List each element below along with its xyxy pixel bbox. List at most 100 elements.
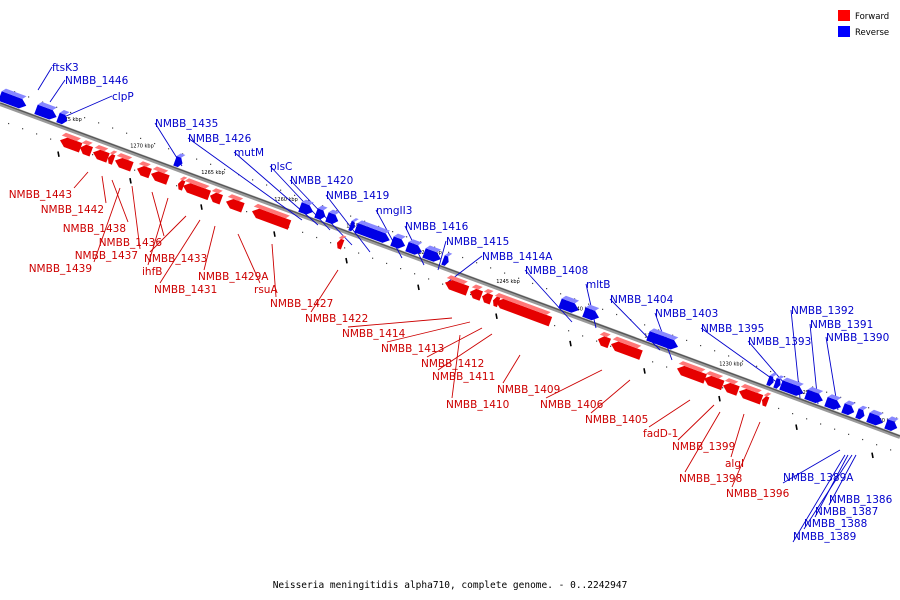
gene-label-NMBB_1414: NMBB_1414 — [342, 328, 406, 340]
forward-gene-NMBB_1414 — [445, 275, 470, 296]
forward-gene-NMBB_1412 — [482, 288, 494, 305]
gene-label-NMBB_1395: NMBB_1395 — [701, 323, 764, 335]
gene-label-mutM: mutM — [234, 147, 264, 159]
forward-gene-NMBB_1443 — [60, 132, 83, 153]
gene-label-NMBB_1415: NMBB_1415 — [446, 236, 509, 248]
gene-features — [0, 88, 899, 432]
leader-line — [730, 413, 745, 458]
reverse-gene-NMBB_1435 — [173, 153, 186, 168]
leader-line — [782, 449, 841, 484]
leader-line — [648, 399, 691, 428]
gene-label-NMBB_1416: NMBB_1416 — [405, 221, 469, 233]
gene-label-NMBB_1404: NMBB_1404 — [610, 294, 674, 306]
gene-label-NMBB_1420: NMBB_1420 — [290, 175, 353, 187]
forward-gene-NMBB_1433 — [178, 176, 188, 191]
forward-gene-NMBB_1406 — [598, 331, 611, 349]
gene-label-NMBB_1393: NMBB_1393 — [748, 336, 811, 348]
forward-gene-algI — [723, 378, 740, 396]
kbp-tick-label: 1230 kbp — [719, 361, 743, 367]
tick-mark — [417, 284, 420, 291]
reverse-gene-NMBB_1390 — [841, 400, 856, 416]
reverse-gene-NMBB_1404 — [646, 328, 679, 350]
leader-line — [437, 240, 447, 271]
gene-label-NMBB_1414A: NMBB_1414A — [482, 251, 553, 263]
gene-label-NMBB_1396: NMBB_1396 — [726, 488, 790, 500]
forward-gene-NMBB_1429A — [210, 188, 223, 205]
reverse-gene-NMBB_1415 — [422, 245, 442, 262]
gene-label-NMBB_1422: NMBB_1422 — [305, 313, 368, 325]
gene-label-NMBB_1389A: NMBB_1389A — [783, 472, 854, 484]
reverse-gene-NMBB_1387 — [884, 416, 899, 432]
leader-line — [524, 269, 573, 323]
forward-gene-NMBB_1405 — [611, 336, 643, 360]
tick-mark — [871, 452, 874, 459]
forward-gene-NMBB_1396 — [762, 392, 772, 407]
gene-label-algI: algI — [725, 458, 744, 470]
genome-axis — [0, 102, 900, 439]
reverse-gene-NMBB_1408 — [558, 295, 580, 313]
gene-label-NMBB_1439: NMBB_1439 — [29, 263, 92, 275]
gene-label-NMBB_1436: NMBB_1436 — [99, 237, 163, 249]
leader-line — [325, 194, 371, 253]
gene-label-NMBB_1403: NMBB_1403 — [655, 308, 718, 320]
forward-gene-NMBB_1398 — [739, 384, 764, 405]
reverse-gene-clpP — [56, 110, 70, 125]
leader-line — [828, 454, 857, 506]
gene-label-NMBB_1433: NMBB_1433 — [144, 253, 207, 265]
gene-label-NMBB_1411: NMBB_1411 — [432, 371, 495, 383]
leader-line — [731, 421, 761, 488]
gene-label-NMBB_1427: NMBB_1427 — [270, 298, 333, 310]
reverse-gene-NMBB_1426 — [298, 199, 314, 215]
leader-line — [426, 327, 483, 358]
gene-label-NMBB_1437: NMBB_1437 — [75, 250, 138, 262]
leader-line — [63, 95, 113, 118]
gene-label-NMBB_1405: NMBB_1405 — [585, 414, 648, 426]
tick-mark — [643, 368, 646, 374]
leader-line — [375, 209, 403, 259]
gene-label-NMBB_1413: NMBB_1413 — [381, 343, 444, 355]
tick-mark — [273, 231, 276, 237]
reverse-gene-NMBB_1395 — [773, 375, 785, 389]
gene-label-NMBB_1429A: NMBB_1429A — [198, 271, 269, 283]
leader-line — [187, 137, 303, 221]
tick-mark — [718, 395, 721, 402]
forward-gene-NMBB_1399 — [704, 371, 725, 391]
reverse-gene-nmgII3 — [390, 233, 406, 249]
gene-label-NMBB_1386: NMBB_1386 — [829, 494, 893, 506]
leader-line — [159, 219, 201, 284]
leader-line — [792, 454, 846, 543]
gene-label-NMBB_1390: NMBB_1390 — [826, 332, 889, 344]
gene-label-NMBB_1443: NMBB_1443 — [9, 189, 72, 201]
reverse-gene-plsC — [325, 209, 340, 225]
leader-line — [101, 175, 107, 204]
tick-mark — [200, 204, 203, 210]
leader-line — [502, 354, 521, 384]
reverse-gene-NMBB_1391 — [824, 394, 842, 410]
forward-gene-NMBB_1427 — [252, 203, 292, 230]
forward-gene-NMBB_1413 — [470, 284, 483, 301]
leader-line — [310, 269, 339, 313]
reverse-gene-NMBB_1392 — [804, 386, 824, 404]
gene-label-NMBB_1392: NMBB_1392 — [791, 305, 854, 317]
leader-line — [684, 411, 721, 473]
reverse-gene-NMBB_1416 — [405, 239, 423, 255]
gene-label-NMBB_1389: NMBB_1389 — [793, 531, 856, 543]
gene-label-fadD-1: fadD-1 — [643, 428, 678, 440]
gene-label-NMBB_1398: NMBB_1398 — [679, 473, 742, 485]
leader-line — [590, 379, 631, 414]
leader-line — [437, 333, 493, 371]
reverse-gene-mltB — [582, 304, 600, 321]
legend-label-reverse: Reverse — [855, 28, 889, 38]
forward-gene-fadD-1 — [677, 361, 707, 384]
legend: Forward Reverse — [838, 10, 889, 38]
gene-label-NMBB_1408: NMBB_1408 — [525, 265, 588, 277]
tick-mark — [495, 313, 498, 320]
gene-label-NMBB_1446: NMBB_1446 — [65, 75, 129, 87]
forward-gene-NMBB_1437 — [115, 153, 134, 172]
gene-label-NMBB_1399: NMBB_1399 — [672, 441, 735, 453]
gene-label-NMBB_1431: NMBB_1431 — [154, 284, 217, 296]
leader-line — [151, 191, 165, 237]
reverse-gene-NMBB_1446 — [34, 101, 57, 120]
leader-line — [677, 404, 715, 441]
